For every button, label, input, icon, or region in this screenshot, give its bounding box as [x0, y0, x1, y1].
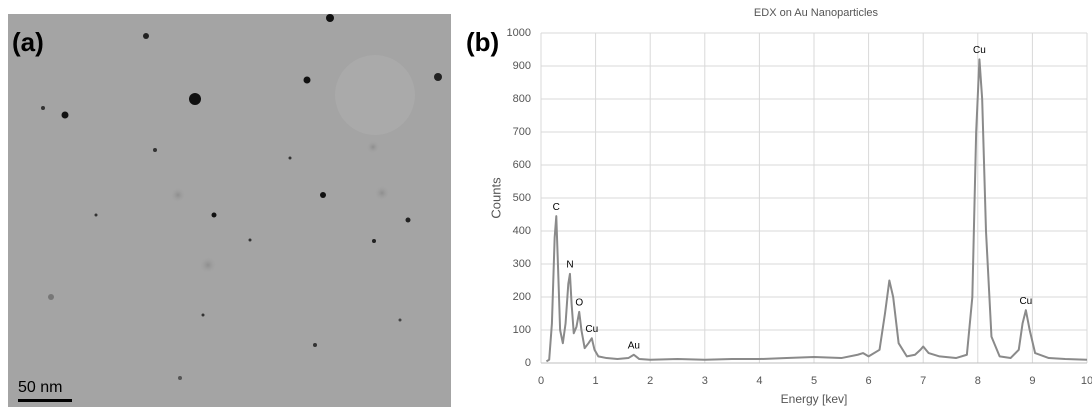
peak-label: N [566, 260, 573, 271]
particle [189, 93, 201, 105]
peak-label: Cu [973, 45, 986, 56]
y-tick-label: 400 [513, 225, 531, 237]
particle [434, 73, 442, 81]
blob [170, 187, 186, 203]
x-tick-label: 5 [811, 375, 817, 387]
peak-label: Au [628, 340, 640, 351]
peak-label: Cu [585, 324, 598, 335]
blob [374, 185, 390, 201]
x-tick-label: 10 [1081, 375, 1092, 387]
x-tick-label: 2 [647, 375, 653, 387]
particle [398, 318, 402, 322]
particle [41, 106, 45, 110]
y-tick-label: 700 [513, 126, 531, 138]
x-tick-label: 0 [538, 375, 544, 387]
particle [313, 343, 317, 347]
y-tick-label: 1000 [507, 27, 531, 39]
scale-bar-label: 50 nm [18, 379, 62, 396]
panel-label: (b) [466, 27, 499, 57]
panel-label: (a) [12, 27, 44, 57]
x-tick-label: 7 [920, 375, 926, 387]
x-tick-label: 9 [1029, 375, 1035, 387]
spectrum-line [545, 58, 1088, 363]
x-axis-label: Energy [kev] [781, 392, 848, 406]
y-tick-label: 600 [513, 159, 531, 171]
x-tick-label: 4 [756, 375, 762, 387]
particle [211, 212, 217, 218]
particle [303, 76, 311, 84]
particle [61, 111, 69, 119]
particle [288, 156, 292, 160]
particle [201, 313, 205, 317]
y-tick-label: 200 [513, 291, 531, 303]
particle [320, 192, 326, 198]
particle [326, 14, 334, 22]
peak-label: O [575, 297, 583, 308]
y-tick-label: 800 [513, 93, 531, 105]
tem-image: (a) 50 nm [8, 14, 451, 407]
peak-label: Cu [1019, 296, 1032, 307]
blob [199, 256, 217, 274]
haze [335, 55, 415, 135]
particle [372, 239, 376, 243]
y-axis-label: Counts [488, 177, 503, 219]
particle [248, 238, 252, 242]
peak-label: C [553, 202, 560, 213]
y-tick-label: 100 [513, 324, 531, 336]
particle [405, 217, 411, 223]
x-tick-label: 1 [593, 375, 599, 387]
y-tick-label: 0 [525, 357, 531, 369]
y-tick-label: 900 [513, 60, 531, 72]
particle [153, 148, 157, 152]
y-tick-label: 300 [513, 258, 531, 270]
x-tick-label: 6 [866, 375, 872, 387]
scale-bar [18, 399, 72, 402]
particle [48, 294, 54, 300]
particle [178, 376, 182, 380]
particle [94, 213, 98, 217]
chart-title: EDX on Au Nanoparticles [754, 7, 879, 19]
particle [143, 33, 149, 39]
blob [366, 140, 380, 154]
x-tick-label: 8 [975, 375, 981, 387]
x-tick-label: 3 [702, 375, 708, 387]
y-tick-label: 500 [513, 192, 531, 204]
